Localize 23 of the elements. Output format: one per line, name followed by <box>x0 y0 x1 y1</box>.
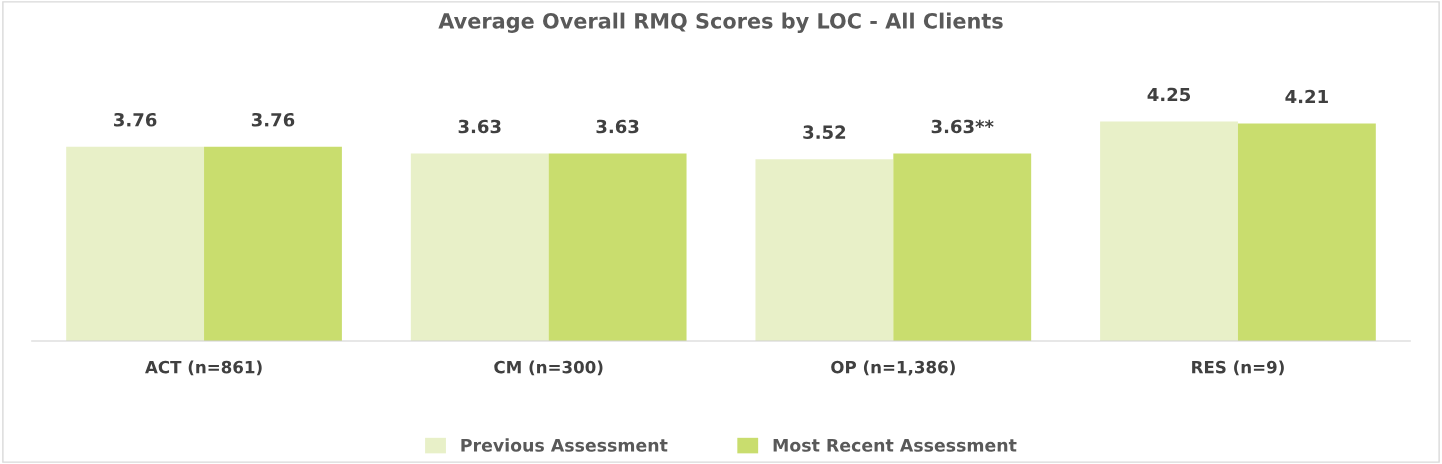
data-label: 3.63** <box>931 119 994 134</box>
data-label: 4.21 <box>1285 89 1328 104</box>
data-label: 3.63 <box>458 119 501 134</box>
bar <box>410 153 549 342</box>
x-tick-label: CM (n=300) <box>494 360 603 376</box>
bar <box>548 153 687 342</box>
legend-label: Most Recent Assessment <box>773 438 1017 452</box>
bar <box>1100 121 1238 342</box>
bar <box>204 146 342 342</box>
x-tick-label: ACT (n=861) <box>145 360 262 376</box>
legend-label: Previous Assessment <box>461 438 668 452</box>
chart-title: Average Overall RMQ Scores by LOC - All Clients <box>438 12 1003 33</box>
data-label: 3.63 <box>596 119 639 134</box>
x-tick-label: RES (n=9) <box>1192 360 1284 376</box>
x-tick-label: OP (n=1,386) <box>831 360 955 376</box>
data-label: 3.52 <box>803 125 846 140</box>
bar <box>755 159 894 342</box>
bar <box>66 146 205 342</box>
data-label: 3.76 <box>251 112 295 127</box>
data-label: 4.25 <box>1147 87 1191 102</box>
bar <box>1237 123 1376 342</box>
bar <box>893 153 1032 342</box>
data-label: 3.76 <box>114 112 157 127</box>
